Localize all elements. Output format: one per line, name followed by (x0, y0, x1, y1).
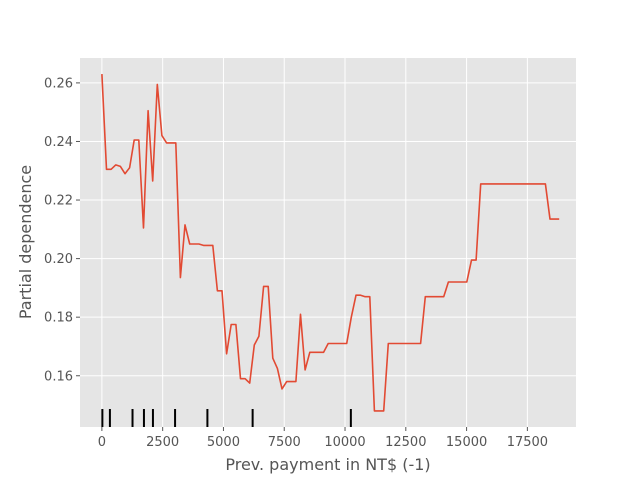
x-tick-label: 5000 (207, 435, 240, 450)
plot-background (80, 58, 576, 427)
y-axis-ticks: 0.16 0.18 0.20 0.22 0.24 0.26 (44, 76, 80, 384)
series-line (101, 74, 560, 412)
y-tick-label: 0.16 (44, 369, 73, 384)
x-tick-label: 7500 (268, 435, 301, 450)
x-tick-label: 15000 (446, 435, 487, 450)
grid-lines (80, 58, 576, 427)
x-axis-label: Prev. payment in NT$ (-1) (225, 455, 430, 474)
y-tick-label: 0.18 (44, 311, 73, 326)
y-axis-label: Partial dependence (16, 165, 35, 319)
y-tick-label: 0.20 (44, 252, 73, 267)
x-tick-label: 0 (98, 435, 106, 450)
x-tick-label: 10000 (324, 435, 365, 450)
y-tick-label: 0.22 (44, 194, 73, 209)
rug-ticks (101, 409, 352, 427)
y-tick-label: 0.24 (44, 135, 73, 150)
x-tick-label: 17500 (507, 435, 548, 450)
x-axis-ticks: 0 2500 5000 7500 10000 12500 15000 17500 (98, 427, 548, 450)
x-tick-label: 12500 (385, 435, 426, 450)
x-tick-label: 2500 (146, 435, 179, 450)
y-tick-label: 0.26 (44, 76, 73, 91)
